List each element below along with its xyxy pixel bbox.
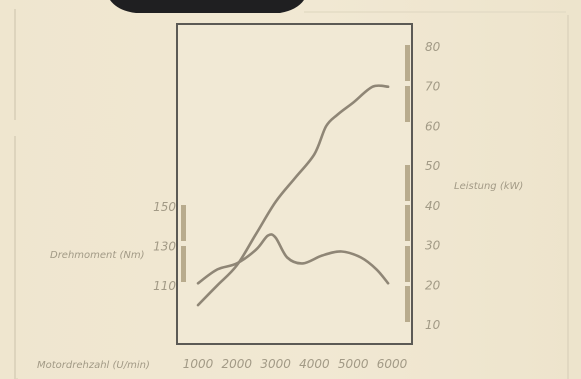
y-right-tick-label: 20 — [425, 278, 441, 292]
y-right-tick-label: 70 — [425, 80, 441, 94]
y-right-tick-label: 80 — [425, 40, 441, 54]
right-scale-bar-3 — [405, 165, 410, 201]
y-right-tick-label: 30 — [425, 239, 441, 253]
y-right-axis-title: Leistung (kW) — [454, 181, 523, 192]
right-scale-bar-6 — [405, 286, 410, 322]
y-right-tick-label: 60 — [425, 119, 441, 133]
y-right-tick-group: 80 70 60 50 40 30 20 10 — [425, 40, 441, 332]
plot-frame — [177, 24, 412, 344]
y-left-axis-title: Drehmoment (Nm) — [50, 250, 145, 261]
right-scale-bar-5 — [405, 246, 410, 282]
y-right-tick-label: 40 — [425, 199, 441, 213]
x-tick-label: 3000 — [260, 357, 291, 371]
x-tick-label: 1000 — [183, 357, 214, 371]
x-tick-label: 5000 — [338, 357, 369, 371]
y-right-tick-label: 10 — [425, 318, 441, 332]
top-dark-band — [110, 0, 304, 13]
y-left-tick-label: 110 — [153, 279, 176, 293]
x-axis-title: Motordrehzahl (U/min) — [37, 360, 150, 371]
right-scale-bar-1 — [405, 45, 410, 81]
y-left-tick-label: 150 — [153, 200, 176, 214]
x-tick-label: 4000 — [299, 357, 330, 371]
y-left-tick-label: 130 — [153, 240, 176, 254]
y-left-tick-group: 150 130 110 — [153, 200, 176, 293]
x-tick-label: 6000 — [377, 357, 408, 371]
right-scale-bar-4 — [405, 205, 410, 241]
left-scale-bar-2 — [181, 246, 186, 282]
x-tick-label: 2000 — [222, 357, 253, 371]
left-scale-bar-1 — [181, 205, 186, 241]
x-tick-group: 1000 2000 3000 4000 5000 6000 — [183, 357, 408, 371]
y-right-tick-label: 50 — [425, 159, 441, 173]
right-scale-bar-2 — [405, 86, 410, 122]
